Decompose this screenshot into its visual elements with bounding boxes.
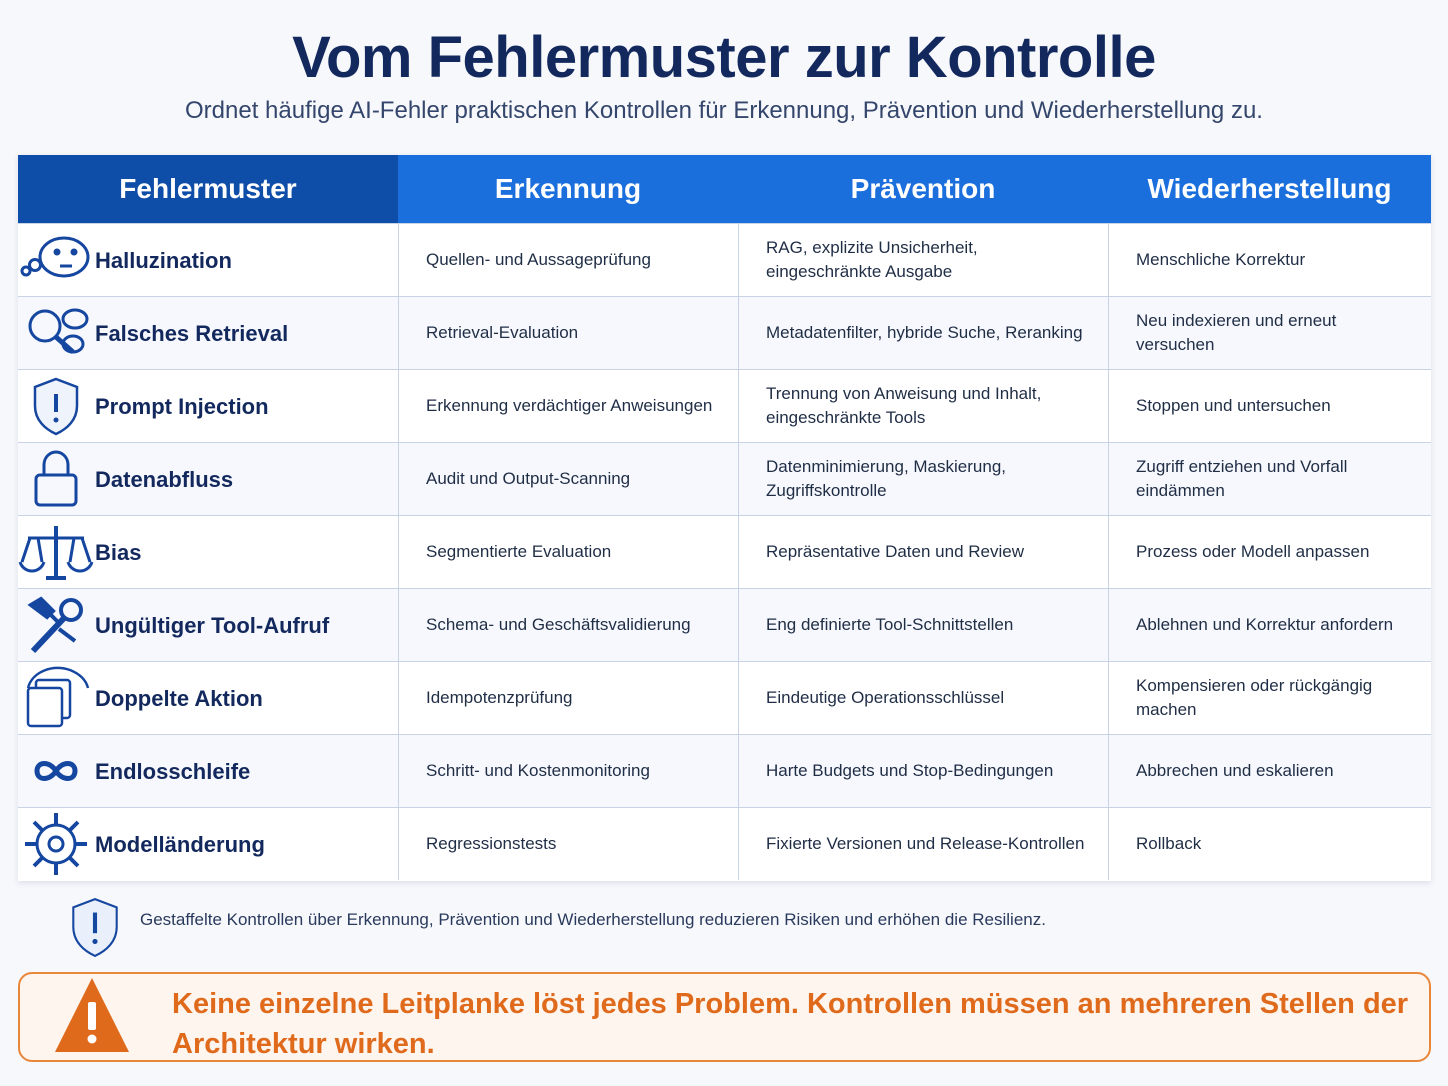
page-title: Vom Fehlermuster zur Kontrolle xyxy=(292,25,1156,90)
detection-cell: Retrieval-Evaluation xyxy=(398,297,738,369)
column-header-erkennung: Erkennung xyxy=(398,155,738,223)
pattern-name: Datenabfluss xyxy=(95,466,234,492)
pattern-name: Halluzination xyxy=(95,247,232,273)
padlock-icon xyxy=(18,447,94,511)
recovery-cell: Zugriff entziehen und Vorfall eindämmen xyxy=(1108,443,1431,515)
recovery-cell: Abbrechen und eskalieren xyxy=(1108,735,1431,807)
table-row: Endlosschleife Schritt- und Kostenmonito… xyxy=(18,734,1431,807)
table-row: Doppelte Aktion Idempotenzprüfung Eindeu… xyxy=(18,661,1431,734)
column-header-fehlermuster: Fehlermuster xyxy=(18,155,398,223)
prevention-cell: Repräsentative Daten und Review xyxy=(738,516,1108,588)
infinity-icon xyxy=(18,739,94,803)
prevention-cell: Trennung von Anweisung und Inhalt, einge… xyxy=(738,370,1108,442)
recovery-cell: Prozess oder Modell anpassen xyxy=(1108,516,1431,588)
detection-cell: Segmentierte Evaluation xyxy=(398,516,738,588)
pattern-name: Ungültiger Tool-Aufruf xyxy=(95,612,330,638)
pattern-cell: Halluzination xyxy=(18,224,398,296)
page-subtitle: Ordnet häufige AI-Fehler praktischen Kon… xyxy=(185,97,1263,124)
warning-triangle-icon xyxy=(52,974,132,1061)
prevention-cell: Datenminimierung, Maskierung, Zugriffsko… xyxy=(738,443,1108,515)
recovery-cell: Menschliche Korrektur xyxy=(1108,224,1431,296)
detection-cell: Schritt- und Kostenmonitoring xyxy=(398,735,738,807)
detection-cell: Regressionstests xyxy=(398,808,738,880)
table-row: Prompt Injection Erkennung verdächtiger … xyxy=(18,369,1431,442)
controls-table: Fehlermuster Erkennung Prävention Wieder… xyxy=(18,155,1431,881)
magnifier-icon xyxy=(18,301,94,365)
table-row: Falsches Retrieval Retrieval-Evaluation … xyxy=(18,296,1431,369)
warning-callout: Keine einzelne Leitplanke löst jedes Pro… xyxy=(18,972,1431,1062)
detection-cell: Erkennung verdächtiger Anweisungen xyxy=(398,370,738,442)
pattern-name: Doppelte Aktion xyxy=(95,685,263,711)
recovery-cell: Neu indexieren und erneut versuchen xyxy=(1108,297,1431,369)
pattern-cell: Endlosschleife xyxy=(18,735,398,807)
warning-text: Keine einzelne Leitplanke löst jedes Pro… xyxy=(172,988,1409,1060)
detection-cell: Idempotenzprüfung xyxy=(398,662,738,734)
pattern-cell: Prompt Injection xyxy=(18,370,398,442)
table-row: Datenabfluss Audit und Output-Scanning D… xyxy=(18,442,1431,515)
column-header-praevention: Prävention xyxy=(738,155,1108,223)
pattern-cell: Ungültiger Tool-Aufruf xyxy=(18,589,398,661)
shield-alert-icon xyxy=(18,374,94,438)
info-note: Gestaffelte Kontrollen über Erkennung, P… xyxy=(68,896,1368,958)
table-row: Bias Segmentierte Evaluation Repräsentat… xyxy=(18,515,1431,588)
recovery-cell: Stoppen und untersuchen xyxy=(1108,370,1431,442)
prevention-cell: Harte Budgets und Stop-Bedingungen xyxy=(738,735,1108,807)
prevention-cell: Metadatenfilter, hybride Suche, Rerankin… xyxy=(738,297,1108,369)
prevention-cell: RAG, explizite Unsicherheit, eingeschrän… xyxy=(738,224,1108,296)
column-header-wiederherstellung: Wiederherstellung xyxy=(1108,155,1431,223)
gear-icon xyxy=(18,812,94,876)
prevention-cell: Eng definierte Tool-Schnittstellen xyxy=(738,589,1108,661)
detection-cell: Quellen- und Aussageprüfung xyxy=(398,224,738,296)
pattern-name: Bias xyxy=(95,539,142,565)
scales-icon xyxy=(18,520,94,584)
table-header: Fehlermuster Erkennung Prävention Wieder… xyxy=(18,155,1431,223)
pattern-cell: Doppelte Aktion xyxy=(18,662,398,734)
broken-wrench-icon xyxy=(18,593,94,657)
pattern-name: Modelländerung xyxy=(95,831,265,857)
pattern-cell: Datenabfluss xyxy=(18,443,398,515)
table-row: Halluzination Quellen- und Aussageprüfun… xyxy=(18,223,1431,296)
pattern-name: Prompt Injection xyxy=(95,393,269,419)
recovery-cell: Rollback xyxy=(1108,808,1431,880)
note-text: Gestaffelte Kontrollen über Erkennung, P… xyxy=(140,910,1046,929)
recovery-cell: Kompensieren oder rückgängig machen xyxy=(1108,662,1431,734)
thinking-face-icon xyxy=(18,228,94,292)
shield-alert-icon xyxy=(68,896,122,963)
pattern-cell: Modelländerung xyxy=(18,808,398,880)
detection-cell: Audit und Output-Scanning xyxy=(398,443,738,515)
pattern-name: Endlosschleife xyxy=(95,758,251,784)
prevention-cell: Fixierte Versionen und Release-Kontrolle… xyxy=(738,808,1108,880)
pattern-cell: Bias xyxy=(18,516,398,588)
detection-cell: Schema- und Geschäftsvalidierung xyxy=(398,589,738,661)
pattern-name: Falsches Retrieval xyxy=(95,320,289,346)
prevention-cell: Eindeutige Operationsschlüssel xyxy=(738,662,1108,734)
table-row: Ungültiger Tool-Aufruf Schema- und Gesch… xyxy=(18,588,1431,661)
duplicate-icon xyxy=(18,666,94,730)
table-row: Modelländerung Regressionstests Fixierte… xyxy=(18,807,1431,880)
pattern-cell: Falsches Retrieval xyxy=(18,297,398,369)
recovery-cell: Ablehnen und Korrektur anfordern xyxy=(1108,589,1431,661)
